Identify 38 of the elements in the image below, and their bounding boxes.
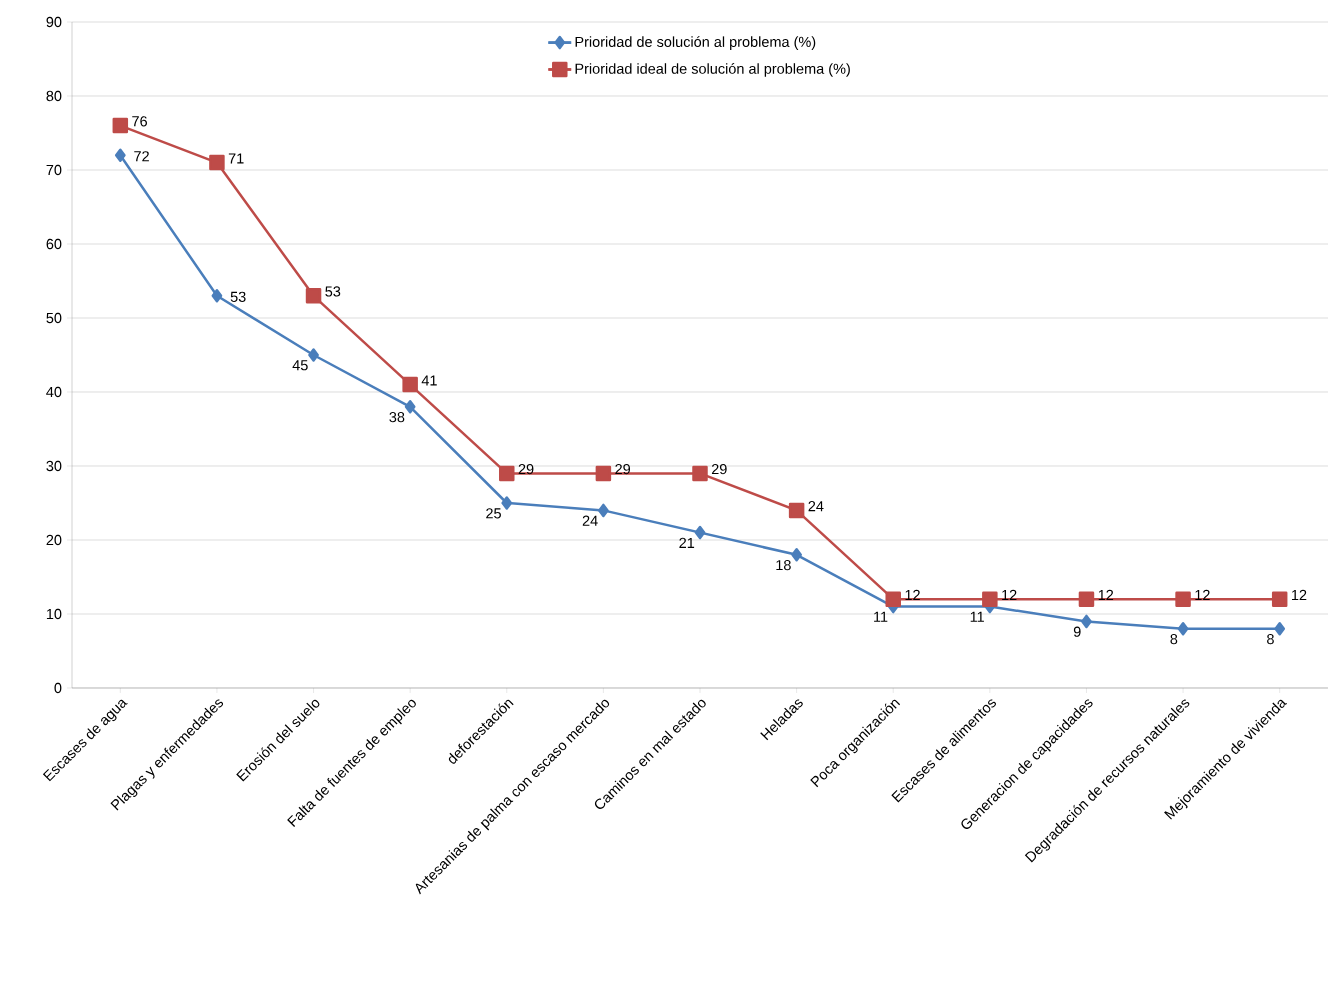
data-label: 25 <box>486 508 501 519</box>
data-label: 53 <box>230 291 246 302</box>
data-label: 12 <box>1291 589 1307 600</box>
data-label: 45 <box>292 360 308 371</box>
data-label: 8 <box>1170 633 1178 645</box>
y-tick-label: 80 <box>46 90 62 102</box>
y-tick-label: 90 <box>46 16 62 28</box>
data-label: 11 <box>874 611 888 622</box>
data-label: 29 <box>711 463 727 475</box>
data-label: 53 <box>325 286 341 297</box>
y-tick-label: 0 <box>54 682 62 694</box>
data-label: 18 <box>776 559 791 571</box>
y-tick-label: 30 <box>46 460 62 472</box>
legend-label: Prioridad ideal de solución al problema (%) <box>575 63 850 77</box>
data-label: 38 <box>389 411 405 423</box>
y-tick-label: 70 <box>46 164 62 176</box>
data-label: 24 <box>808 501 824 512</box>
y-tick-label: 10 <box>46 608 62 620</box>
data-label: 24 <box>582 515 598 526</box>
y-tick-label: 60 <box>46 238 62 250</box>
y-tick-label: 20 <box>46 534 62 546</box>
data-label: 8 <box>1267 633 1274 645</box>
data-label: 9 <box>1073 626 1081 637</box>
data-label: 41 <box>421 375 437 386</box>
data-label: 12 <box>1098 589 1114 600</box>
data-label: 29 <box>518 463 534 475</box>
data-label: 12 <box>905 589 920 600</box>
data-label: 72 <box>134 151 149 162</box>
data-label: 21 <box>679 537 695 548</box>
y-tick-label: 40 <box>46 386 62 398</box>
data-label: 12 <box>1002 589 1017 600</box>
data-label: 12 <box>1195 589 1210 600</box>
data-label: 11 <box>970 611 984 622</box>
legend-label: Prioridad de solución al problema (%) <box>575 36 816 50</box>
y-tick-label: 50 <box>46 312 62 324</box>
data-label: 29 <box>615 463 631 475</box>
data-label: 71 <box>228 153 244 164</box>
data-label: 76 <box>132 116 147 127</box>
